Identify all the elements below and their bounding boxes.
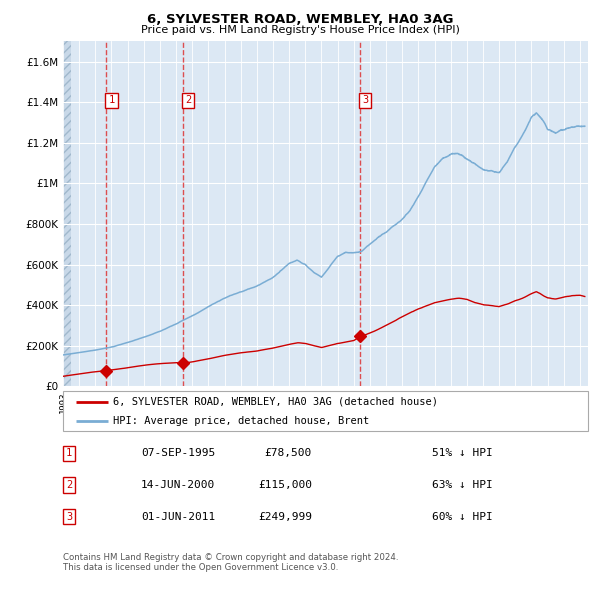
Text: 2: 2 (185, 96, 191, 106)
Text: Price paid vs. HM Land Registry's House Price Index (HPI): Price paid vs. HM Land Registry's House … (140, 25, 460, 35)
Text: 14-JUN-2000: 14-JUN-2000 (141, 480, 215, 490)
Bar (63, 41, 71, 386)
Text: 63% ↓ HPI: 63% ↓ HPI (432, 480, 493, 490)
Text: 1: 1 (109, 96, 115, 106)
Text: £78,500: £78,500 (265, 448, 312, 458)
Text: 01-JUN-2011: 01-JUN-2011 (141, 512, 215, 522)
Text: 3: 3 (66, 512, 72, 522)
Text: 1: 1 (66, 448, 72, 458)
Text: This data is licensed under the Open Government Licence v3.0.: This data is licensed under the Open Gov… (63, 563, 338, 572)
Text: 51% ↓ HPI: 51% ↓ HPI (432, 448, 493, 458)
Text: 60% ↓ HPI: 60% ↓ HPI (432, 512, 493, 522)
Text: 6, SYLVESTER ROAD, WEMBLEY, HA0 3AG: 6, SYLVESTER ROAD, WEMBLEY, HA0 3AG (147, 13, 453, 26)
Text: £115,000: £115,000 (258, 480, 312, 490)
Text: Contains HM Land Registry data © Crown copyright and database right 2024.: Contains HM Land Registry data © Crown c… (63, 553, 398, 562)
Text: 2: 2 (66, 480, 72, 490)
Text: HPI: Average price, detached house, Brent: HPI: Average price, detached house, Bren… (113, 416, 369, 425)
Text: 6, SYLVESTER ROAD, WEMBLEY, HA0 3AG (detached house): 6, SYLVESTER ROAD, WEMBLEY, HA0 3AG (det… (113, 397, 438, 407)
Text: 3: 3 (362, 96, 368, 106)
Text: £249,999: £249,999 (258, 512, 312, 522)
Text: 07-SEP-1995: 07-SEP-1995 (141, 448, 215, 458)
